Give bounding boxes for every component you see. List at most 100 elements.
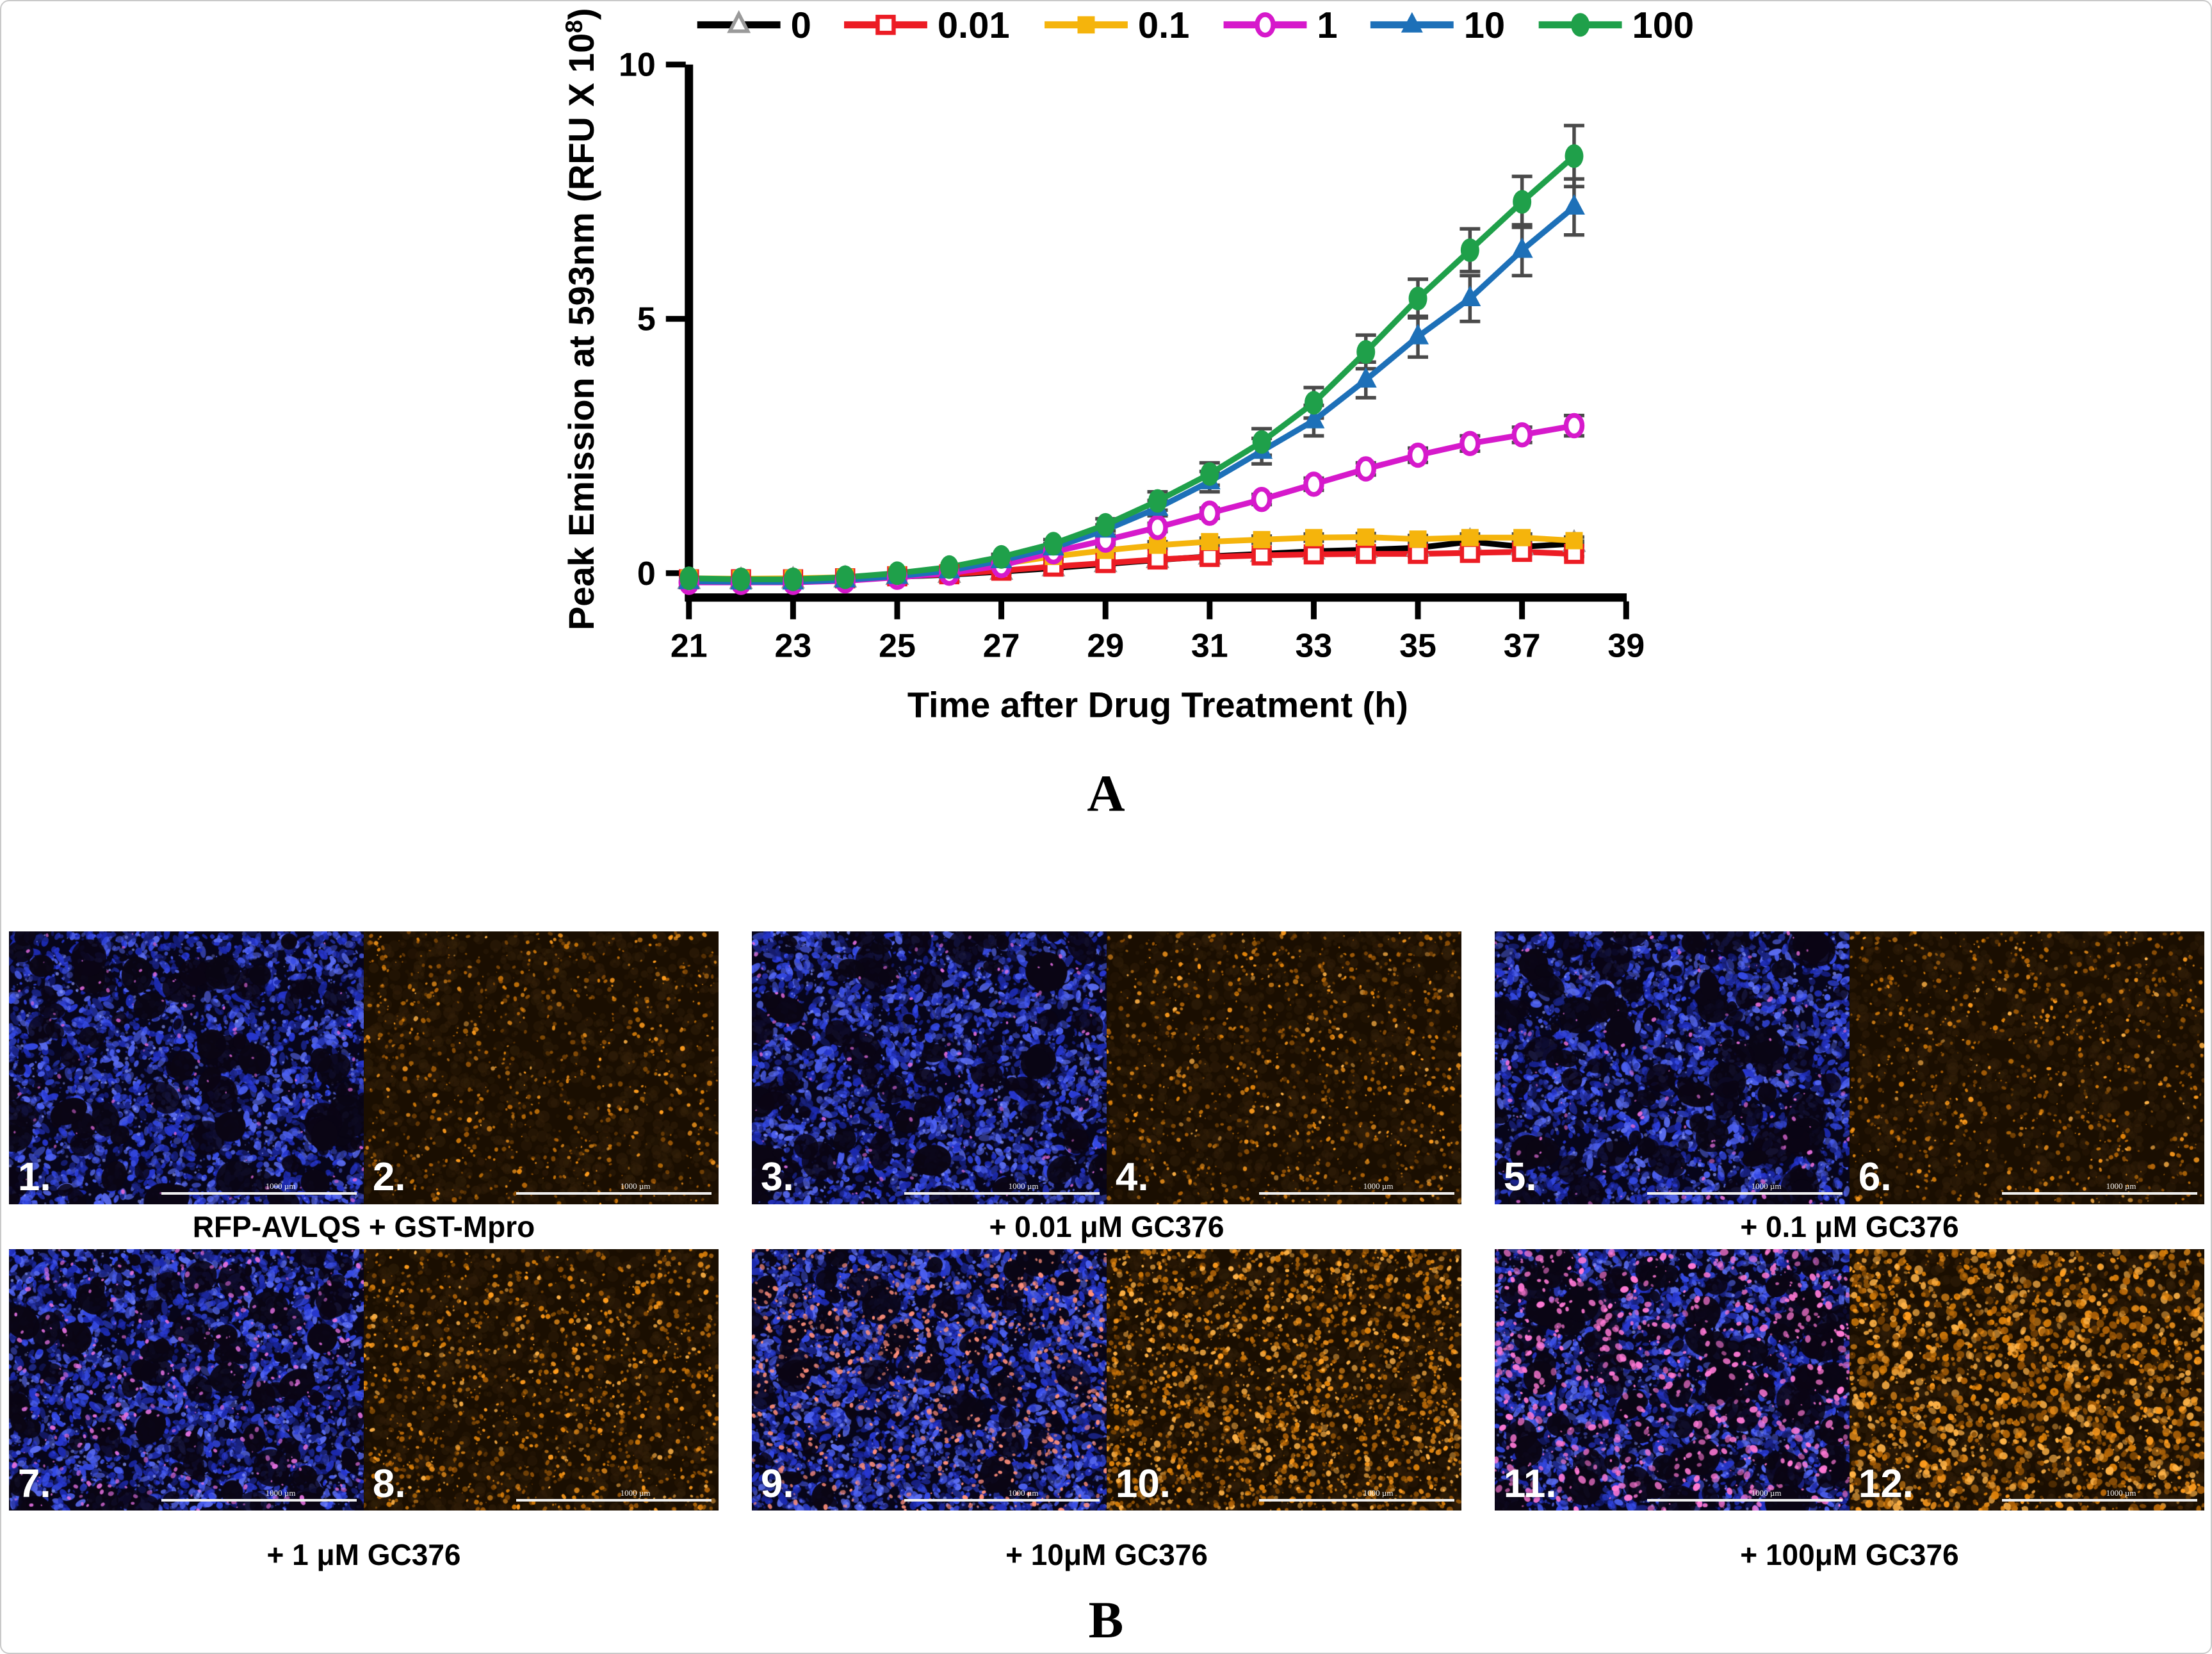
legend-label: 0.01: [938, 5, 1010, 46]
scale-bar-line: [2002, 1192, 2197, 1195]
micrograph-number: 8.: [372, 1461, 406, 1506]
scale-bar-line: [161, 1498, 357, 1502]
legend-label: 0: [791, 5, 811, 46]
micrograph-number: 3.: [760, 1155, 794, 1200]
micrograph-image-orange: [1107, 931, 1461, 1204]
scale-bar-line: [1647, 1192, 1842, 1195]
group-label-1: RFP-AVLQS + GST-Mpro: [192, 1209, 535, 1243]
x-tick-label: 27: [983, 628, 1020, 665]
legend-item-1: 1: [1223, 5, 1338, 46]
micrograph-number: 9.: [760, 1461, 794, 1506]
micrograph-5: 5. 1000 µm: [1495, 931, 1850, 1204]
scale-bar-line: [2002, 1498, 2197, 1502]
micrograph-image-orange: [1850, 1249, 2204, 1511]
group-label-5: + 10μM GC376: [1005, 1538, 1208, 1571]
legend-item-0: 0: [697, 5, 811, 46]
micrograph-number: 11.: [1503, 1461, 1557, 1506]
micrograph-image-blue: [1495, 931, 1850, 1204]
legend-label: 0.1: [1138, 5, 1190, 46]
scale-bar: 1000 µm: [2002, 1182, 2197, 1195]
scale-bar-label: 1000 µm: [1751, 1487, 1782, 1498]
scale-bar: 1000 µm: [904, 1182, 1100, 1195]
micrograph-9: 9. 1000 µm: [752, 1249, 1107, 1511]
micrograph-4: 4. 1000 µm: [1107, 931, 1461, 1204]
micrograph-10: 10. 1000 µm: [1107, 1249, 1461, 1511]
micrograph-2: 2. 1000 µm: [364, 931, 719, 1204]
legend-item-0.1: 0.1: [1045, 5, 1189, 46]
legend-label: 10: [1464, 5, 1505, 46]
scale-bar-label: 1000 µm: [1751, 1181, 1782, 1191]
legend-item-100: 100: [1538, 5, 1694, 46]
x-tick-label: 23: [774, 628, 811, 665]
scale-bar-line: [1259, 1498, 1454, 1502]
x-tick-label: 31: [1191, 628, 1228, 665]
micrograph-12: 12. 1000 µm: [1850, 1249, 2204, 1511]
series-100: [686, 153, 1577, 582]
micrograph-image-orange: [1107, 1249, 1461, 1511]
scale-bar: 1000 µm: [1647, 1182, 1842, 1195]
scale-bar: 1000 µm: [516, 1182, 712, 1195]
micrograph-number: 12.: [1858, 1461, 1914, 1506]
x-axis-title: Time after Drug Treatment (h): [907, 685, 1408, 725]
scale-bar-label: 1000 µm: [1363, 1487, 1394, 1498]
micrograph-1: 1. 1000 µm: [9, 931, 364, 1204]
series-markers-10: [678, 194, 1585, 590]
scale-bar: 1000 µm: [516, 1489, 712, 1502]
x-tick-label: 35: [1399, 628, 1436, 665]
micrograph-number: 10.: [1115, 1461, 1171, 1506]
micrograph-8: 8. 1000 µm: [364, 1249, 719, 1511]
micrograph-7: 7. 1000 µm: [9, 1249, 364, 1511]
scale-bar-label: 1000 µm: [265, 1181, 296, 1191]
scale-bar-label: 1000 µm: [1008, 1181, 1039, 1191]
scale-bar-line: [904, 1192, 1100, 1195]
scale-bar-label: 1000 µm: [1363, 1181, 1394, 1191]
y-tick-label: 10: [619, 47, 656, 84]
y-tick-label: 5: [637, 301, 656, 338]
scale-bar-line: [516, 1192, 712, 1195]
x-tick-label: 33: [1296, 628, 1333, 665]
micrograph-pair-1: 1. 1000 µm 2. 1000 µm: [9, 931, 719, 1204]
scale-bar-line: [1259, 1192, 1454, 1195]
legend-label: 1: [1317, 5, 1337, 46]
scale-bar-label: 1000 µm: [620, 1487, 651, 1498]
x-tick-label: 21: [671, 628, 708, 665]
micrograph-image-blue: [752, 931, 1107, 1204]
series-markers-100: [679, 144, 1584, 591]
scale-bar: 1000 µm: [161, 1489, 357, 1502]
group-label-4: + 1 μM GC376: [266, 1538, 461, 1571]
scale-bar-label: 1000 µm: [2106, 1487, 2136, 1498]
legend-label: 100: [1632, 5, 1694, 46]
micrograph-number: 1.: [17, 1155, 51, 1200]
micrograph-image-blue: [9, 1249, 364, 1511]
panel-b-label: B: [1088, 1591, 1124, 1649]
scale-bar-line: [161, 1192, 357, 1195]
micrograph-image-orange: [364, 931, 719, 1204]
scale-bar: 1000 µm: [904, 1489, 1100, 1502]
scale-bar-line: [904, 1498, 1100, 1502]
micrograph-number: 5.: [1503, 1155, 1537, 1200]
scale-bar: 1000 µm: [1647, 1489, 1842, 1502]
micrograph-pair-3: 5. 1000 µm 6. 1000 µm: [1495, 931, 2204, 1204]
micrograph-number: 4.: [1115, 1155, 1149, 1200]
micrograph-image-orange: [1850, 931, 2204, 1204]
x-tick-label: 29: [1087, 628, 1124, 665]
x-tick-label: 39: [1607, 628, 1645, 665]
micrograph-pair-6: 11. 1000 µm 12. 1000 µm: [1495, 1249, 2204, 1511]
group-label-6: + 100μM GC376: [1740, 1538, 1959, 1571]
scale-bar-label: 1000 µm: [265, 1487, 296, 1498]
series-line: [686, 204, 1577, 585]
micrograph-number: 7.: [17, 1461, 51, 1506]
x-tick-label: 37: [1504, 628, 1541, 665]
axes: 0 5 10 21 23 25 27 29 31 33 35 37 39: [619, 47, 1645, 665]
micrograph-pair-2: 3. 1000 µm 4. 1000 µm: [752, 931, 1461, 1204]
scale-bar: 1000 µm: [1259, 1489, 1454, 1502]
scale-bar-line: [516, 1498, 712, 1502]
micrograph-number: 6.: [1858, 1155, 1892, 1200]
scale-bar: 1000 µm: [161, 1182, 357, 1195]
micrograph-image-blue: [9, 931, 364, 1204]
series-line: [686, 153, 1577, 582]
y-axis-title: Peak Emission at 593nm (RFU X 108): [561, 8, 601, 630]
series-markers-1: [678, 413, 1585, 595]
